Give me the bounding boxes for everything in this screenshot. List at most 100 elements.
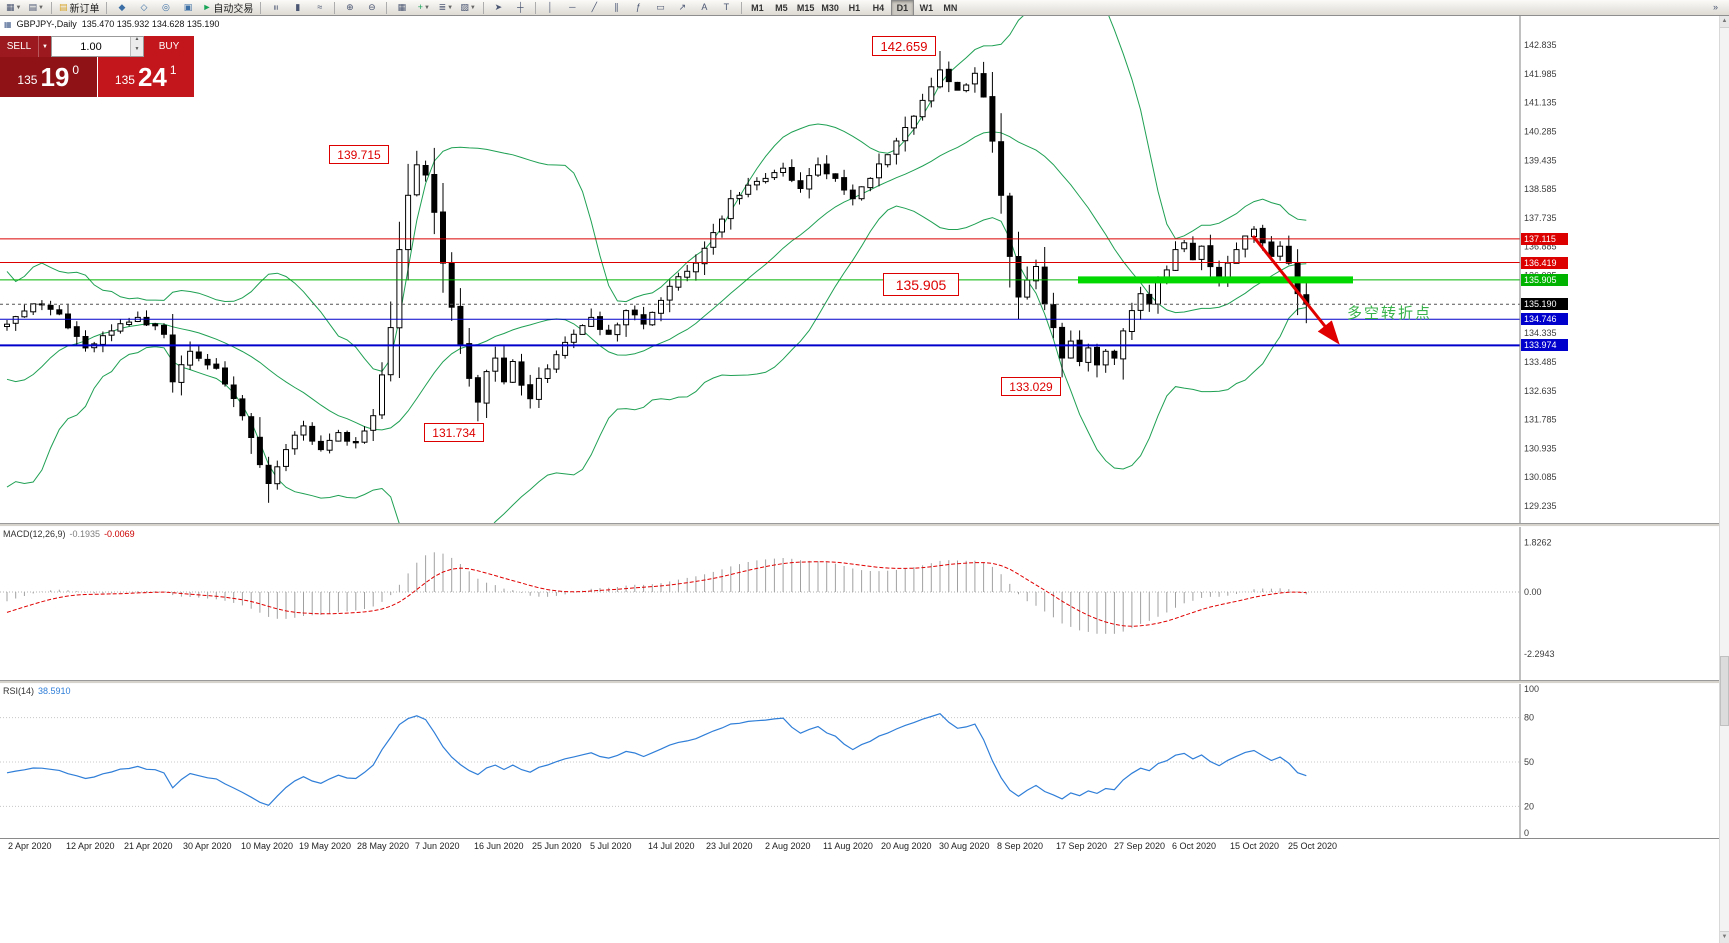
autotrading-button[interactable]: ► 自动交易 — [202, 2, 254, 16]
timeframe-h1-button[interactable]: H1 — [848, 2, 861, 13]
price-badge-137115: 137.115 — [1521, 233, 1568, 245]
svg-text:0.00: 0.00 — [1524, 587, 1542, 597]
timeframe-m5-button[interactable]: M5 — [775, 2, 788, 13]
vertical-scrollbar[interactable]: ▲ ▼ — [1719, 16, 1729, 943]
date-label: 30 Apr 2020 — [183, 841, 232, 851]
vertical-line-button[interactable]: │ — [547, 2, 554, 12]
price-callout-133029[interactable]: 133.029 — [1001, 377, 1061, 396]
toolbar-separator — [534, 1, 536, 14]
sell-options-caret[interactable]: ▼ — [38, 36, 51, 57]
svg-text:50: 50 — [1524, 757, 1534, 767]
macd-main-value: -0.1935 — [69, 529, 101, 539]
svg-text:133.485: 133.485 — [1524, 357, 1557, 367]
horizontal-line-button[interactable]: ─ — [569, 2, 576, 12]
candlestick-chart-type-button[interactable]: ▮ — [295, 2, 301, 12]
data-window-button[interactable]: ◇ — [140, 2, 148, 12]
volume-up-button[interactable]: ▲ — [131, 37, 143, 47]
market-watch-button[interactable]: ◆ — [118, 2, 126, 12]
buy-button[interactable]: BUY — [144, 36, 194, 57]
macd-signal-value: -0.0069 — [104, 529, 135, 539]
scroll-down-button[interactable]: ▼ — [1720, 931, 1729, 943]
line-chart-type-button[interactable]: ≈ — [317, 2, 323, 12]
sell-price-button[interactable]: 135 19 0 — [0, 57, 97, 97]
svg-text:80: 80 — [1524, 713, 1534, 723]
ohlc-values: 135.470 135.932 134.628 135.190 — [81, 19, 220, 29]
shapes-button[interactable]: ▭ — [656, 2, 665, 12]
timeframe-m1-button[interactable]: M1 — [751, 2, 764, 13]
price-badge-135905: 135.905 — [1521, 274, 1568, 286]
macd-panel-canvas[interactable]: 1.8262 0.00 -2.2943 — [0, 527, 1729, 680]
volume-box: ▲ ▼ — [51, 36, 144, 57]
volume-down-button[interactable]: ▼ — [131, 46, 143, 56]
date-label: 12 Apr 2020 — [66, 841, 115, 851]
date-label: 15 Oct 2020 — [1230, 841, 1280, 851]
price-callout-139715[interactable]: 139.715 — [329, 145, 389, 164]
date-label: 6 Oct 2020 — [1172, 841, 1217, 851]
arrows-button[interactable]: ↗ — [678, 2, 687, 12]
timeframe-w1-button[interactable]: W1 — [919, 2, 934, 13]
date-label: 21 Apr 2020 — [124, 841, 173, 851]
buy-price-button[interactable]: 135 24 1 — [97, 57, 194, 97]
text-button[interactable]: A — [701, 2, 708, 12]
date-label: 7 Jun 2020 — [415, 841, 460, 851]
svg-text:130.085: 130.085 — [1524, 472, 1557, 482]
svg-text:137.735: 137.735 — [1524, 213, 1557, 223]
svg-text:20: 20 — [1524, 801, 1534, 811]
macd-label: MACD(12,26,9) -0.1935 -0.0069 — [3, 529, 135, 539]
navigator-button[interactable]: ◎ — [162, 2, 170, 12]
svg-text:136.885: 136.885 — [1524, 242, 1557, 252]
tile-windows-button[interactable]: ▦ — [397, 2, 407, 12]
timeframe-h4-button[interactable]: H4 — [872, 2, 885, 13]
sell-button[interactable]: SELL — [0, 36, 38, 57]
timeframe-m30-button[interactable]: M30 — [821, 2, 839, 13]
rsi-panel-canvas[interactable]: 100 80 50 20 0 — [0, 684, 1729, 838]
date-label: 23 Jul 2020 — [706, 841, 753, 851]
new-order-button[interactable]: ▤ 新订单 — [58, 2, 100, 16]
svg-text:134.335: 134.335 — [1524, 328, 1557, 338]
date-label: 19 May 2020 — [299, 841, 352, 851]
price-badge-133974: 133.974 — [1521, 339, 1568, 351]
new-chart-button[interactable]: ▦ ▼ — [6, 2, 22, 12]
trend-note-text: 多空转折点 — [1347, 305, 1433, 322]
trendline-button[interactable]: ╱ — [591, 2, 598, 12]
toolbar-overflow-button[interactable]: » — [1712, 2, 1718, 12]
timeframe-m15-button[interactable]: M15 — [796, 2, 815, 13]
chart-profiles-button[interactable]: ▤ ▼ — [28, 2, 44, 12]
bar-chart-type-button[interactable]: ≡ — [271, 4, 282, 11]
cursor-button[interactable]: ➤ — [494, 2, 503, 12]
sell-price-pips: 19 — [40, 62, 70, 92]
sell-price-base: 135 — [17, 73, 38, 87]
price-callout-135905[interactable]: 135.905 — [883, 273, 959, 296]
date-label: 25 Jun 2020 — [532, 841, 582, 851]
fibonacci-button[interactable]: ƒ — [635, 2, 641, 12]
date-label: 30 Aug 2020 — [939, 841, 990, 851]
svg-text:1.8262: 1.8262 — [1524, 538, 1552, 548]
timeframe-mn-button[interactable]: MN — [943, 2, 958, 13]
panel-splitter-rsi[interactable] — [0, 680, 1729, 684]
main-chart-canvas[interactable]: 142.835 141.985 141.135 140.285 139.435 138.5… — [0, 16, 1729, 523]
scroll-up-button[interactable]: ▲ — [1720, 16, 1729, 28]
date-label: 20 Aug 2020 — [881, 841, 932, 851]
date-label: 17 Sep 2020 — [1056, 841, 1108, 851]
crosshair-button[interactable]: ┼ — [517, 2, 524, 12]
templates-button[interactable]: ▨ ▼ — [460, 2, 476, 12]
panel-splitter-macd[interactable] — [0, 523, 1729, 527]
timeframe-d1-button[interactable]: D1 — [890, 0, 914, 16]
text-label-button[interactable]: T — [723, 2, 730, 12]
price-callout-131734[interactable]: 131.734 — [424, 423, 484, 442]
equidistant-channel-button[interactable]: ∥ — [614, 2, 619, 12]
macd-name: MACD(12,26,9) — [3, 529, 66, 539]
terminal-button[interactable]: ▣ — [183, 2, 193, 12]
indicators-button[interactable]: + ▼ — [417, 2, 430, 12]
svg-text:100: 100 — [1524, 684, 1539, 694]
price-callout-142659[interactable]: 142.659 — [872, 36, 936, 56]
zoom-in-button[interactable]: ⊕ — [346, 2, 354, 12]
periods-button[interactable]: ≣ ▼ — [438, 2, 454, 12]
toolbar-separator — [106, 1, 108, 14]
svg-text:132.635: 132.635 — [1524, 386, 1557, 396]
buy-price-base: 135 — [114, 73, 135, 87]
zoom-out-button[interactable]: ⊖ — [368, 2, 376, 12]
volume-input[interactable] — [52, 37, 130, 56]
scrollbar-thumb[interactable] — [1720, 656, 1729, 726]
chart-icon: ▦ — [4, 19, 12, 29]
